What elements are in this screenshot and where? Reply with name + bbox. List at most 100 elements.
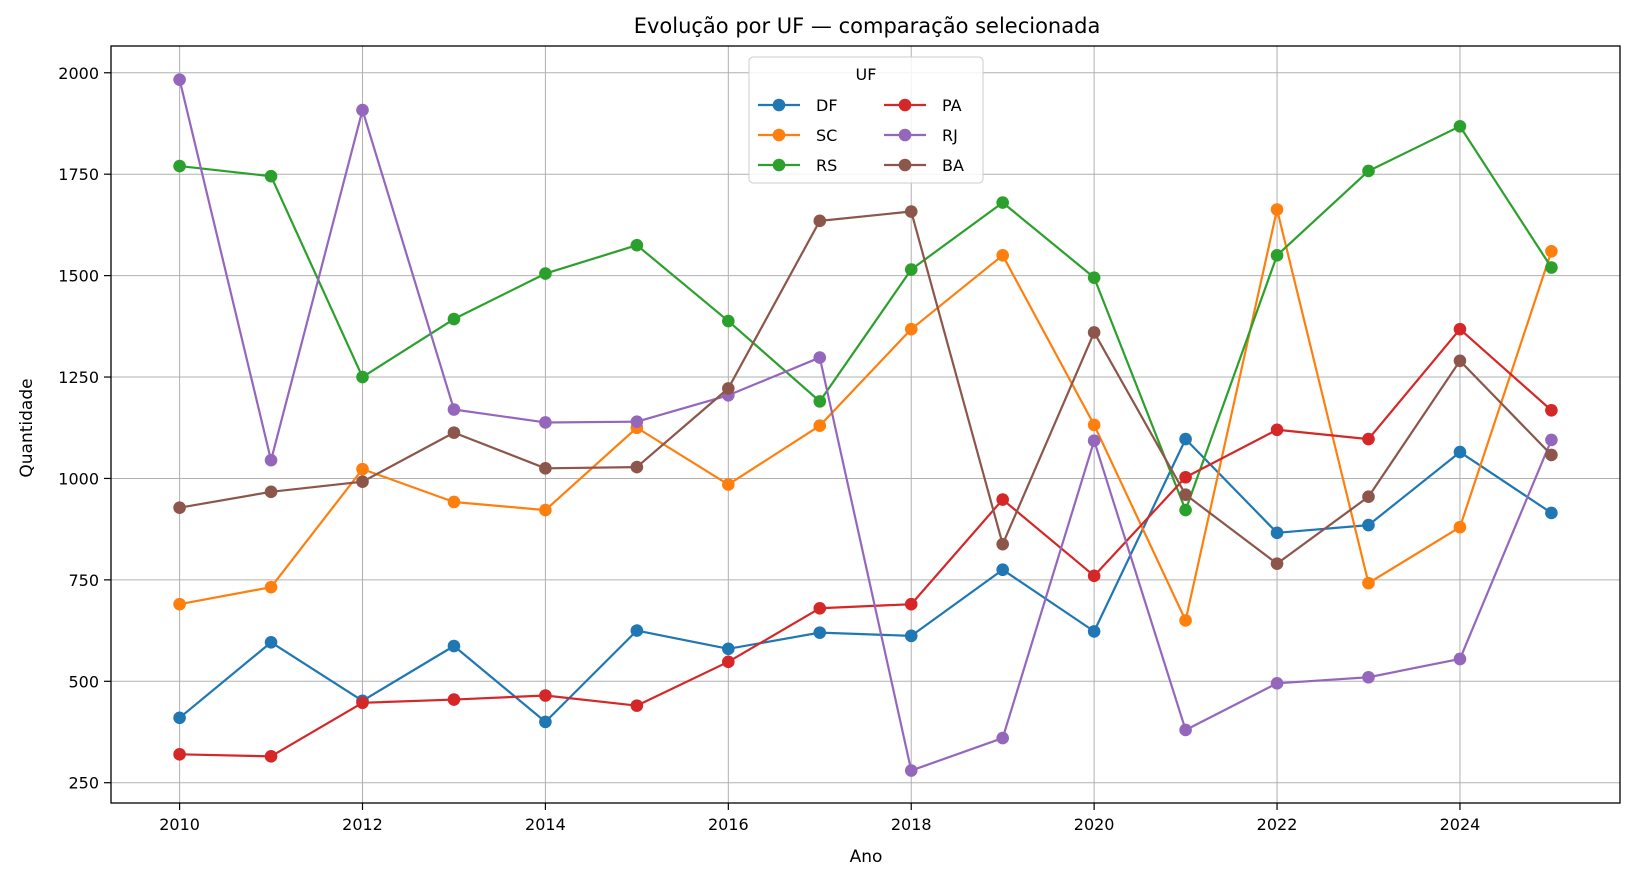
legend-entry-df: DF — [758, 96, 838, 115]
data-point-pa — [722, 655, 735, 669]
data-point-ba — [173, 501, 186, 514]
legend-marker-ba — [898, 158, 912, 172]
series-line-sc — [179, 208, 1553, 622]
series-line-pa — [179, 328, 1553, 758]
x-axis-label: Ano — [850, 847, 883, 867]
data-point-df — [904, 629, 918, 643]
data-point-df — [813, 626, 827, 639]
series-ba — [173, 205, 1558, 570]
data-point-pa — [356, 696, 369, 710]
data-point-rj — [1545, 433, 1558, 447]
data-point-rj — [539, 416, 552, 429]
data-point-rs — [813, 395, 827, 408]
data-point-pa — [1179, 470, 1192, 484]
data-point-rs — [447, 312, 461, 326]
data-point-rs — [1362, 164, 1375, 178]
data-point-ba — [722, 382, 735, 395]
data-point-sc — [1453, 520, 1467, 534]
y-tick-label: 250 — [68, 774, 99, 793]
data-point-rj — [1270, 677, 1284, 690]
data-point-sc — [173, 597, 186, 611]
x-tick-label: 2020 — [1074, 815, 1115, 834]
data-point-rj — [996, 731, 1009, 745]
data-point-ba — [904, 205, 918, 218]
legend-entry-pa: PA — [884, 96, 962, 115]
legend: UF DF SC RS PA RJ BA — [748, 56, 984, 184]
legend-entry-rj: RJ — [884, 126, 958, 145]
data-point-rj — [630, 415, 644, 428]
data-point-df — [1545, 506, 1558, 520]
data-point-pa — [1362, 432, 1375, 446]
plot-area-frame — [110, 45, 1621, 804]
data-point-ba — [813, 214, 827, 228]
data-point-ba — [1453, 354, 1467, 368]
y-tick-label: 1500 — [58, 267, 99, 286]
x-tick-label: 2022 — [1257, 815, 1298, 834]
data-point-rj — [447, 403, 461, 416]
data-point-pa — [173, 748, 186, 761]
x-tick-label: 2010 — [159, 815, 200, 834]
data-point-rj — [1362, 670, 1375, 684]
data-point-rs — [539, 267, 552, 280]
series-lines — [173, 73, 1558, 777]
data-point-ba — [1270, 557, 1284, 570]
data-point-df — [1087, 625, 1101, 638]
axis-ticks: 2010 2012 2014 2016 2018 2020 2022 2024 250 500 75… — [58, 64, 1480, 834]
x-tick-label: 2012 — [342, 815, 383, 834]
y-tick-label: 1000 — [58, 469, 99, 488]
data-point-pa — [996, 493, 1009, 506]
data-point-rj — [1179, 723, 1192, 737]
series-rs — [173, 120, 1558, 517]
data-point-df — [264, 636, 278, 649]
data-point-sc — [722, 478, 735, 491]
y-tick-label: 750 — [68, 571, 99, 590]
data-point-sc — [813, 419, 827, 433]
data-point-rj — [813, 351, 827, 364]
x-tick-label: 2014 — [525, 815, 566, 834]
x-tick-label: 2016 — [708, 815, 749, 834]
data-point-rs — [722, 314, 735, 328]
legend-entry-ba: BA — [884, 156, 964, 175]
y-axis-label: Quantidade — [17, 378, 37, 477]
legend-marker-df — [772, 98, 786, 112]
data-point-ba — [1179, 488, 1192, 501]
series-line-ba — [179, 210, 1553, 565]
data-point-sc — [264, 580, 278, 594]
legend-marker-sc — [772, 128, 786, 142]
legend-label-pa: PA — [942, 96, 962, 115]
legend-label-df: DF — [816, 96, 838, 115]
data-point-ba — [1545, 448, 1558, 462]
y-tick-label: 500 — [68, 672, 99, 691]
data-point-ba — [630, 460, 644, 474]
data-point-sc — [996, 249, 1009, 262]
series-pa — [173, 322, 1558, 763]
data-point-pa — [264, 750, 278, 763]
legend-marker-pa — [898, 98, 912, 112]
data-point-pa — [904, 597, 918, 611]
data-point-rs — [356, 370, 369, 384]
data-point-ba — [356, 475, 369, 489]
x-tick-label: 2018 — [891, 815, 932, 834]
data-point-rj — [904, 764, 918, 777]
legend-marker-rj — [898, 128, 912, 142]
data-point-rj — [1453, 652, 1467, 666]
legend-entry-rs: RS — [758, 156, 837, 175]
data-point-ba — [539, 462, 552, 475]
legend-box — [748, 56, 984, 184]
data-point-df — [1362, 518, 1375, 532]
data-point-rs — [1179, 503, 1192, 517]
series-line-rs — [179, 125, 1553, 512]
data-point-pa — [813, 601, 827, 615]
data-point-sc — [1270, 203, 1284, 216]
legend-label-sc: SC — [816, 126, 837, 145]
data-point-sc — [1545, 244, 1558, 258]
data-point-pa — [1453, 322, 1467, 336]
series-line-rj — [178, 79, 1553, 772]
legend-label-rs: RS — [816, 156, 837, 175]
y-tick-label: 1250 — [58, 368, 99, 387]
legend-title: UF — [856, 65, 877, 84]
data-point-sc — [1179, 614, 1192, 627]
data-point-ba — [264, 485, 278, 499]
data-point-sc — [1087, 418, 1101, 432]
